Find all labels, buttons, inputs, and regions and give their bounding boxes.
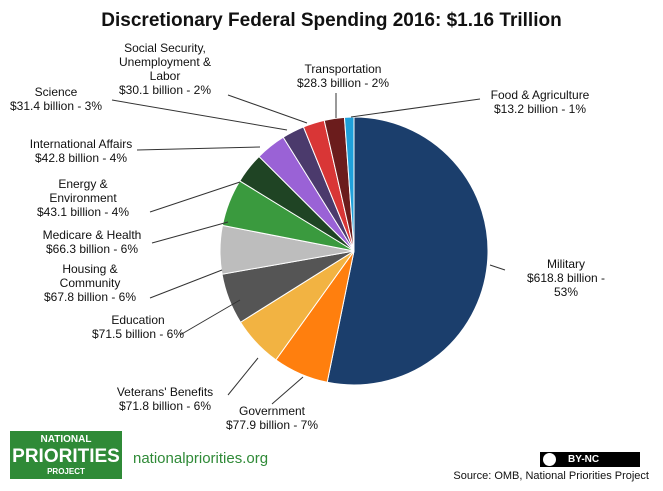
slice-value-label: $67.8 billion - 6% xyxy=(43,290,137,304)
slice-label: International Affairs xyxy=(29,137,133,151)
slice-label: Food & Agriculture xyxy=(490,88,590,102)
slice-value-label: $71.8 billion - 6% xyxy=(118,399,212,413)
slice-value-label: $28.3 billion - 2% xyxy=(296,76,390,90)
logo-text: PROJECT xyxy=(47,467,85,476)
leader-line xyxy=(227,357,259,396)
slice-value-label: $618.8 billion - 53% xyxy=(526,271,606,299)
logo-text: NATIONAL xyxy=(40,434,92,445)
leader-line xyxy=(489,264,506,271)
slice-label: Transportation xyxy=(304,62,382,76)
chart-title: Discretionary Federal Spending 2016: $1.… xyxy=(101,10,562,31)
leader-line xyxy=(136,146,261,151)
slice-label: Government xyxy=(238,404,306,418)
slice-label: Energy & Environment xyxy=(49,177,117,205)
leader-line xyxy=(151,221,229,244)
leader-line xyxy=(179,299,241,336)
slice-label: Medicare & Health xyxy=(42,228,142,242)
slice-value-label: $13.2 billion - 1% xyxy=(493,102,587,116)
license-text: BY-NC xyxy=(568,454,600,465)
slice-label: Social Security, Unemployment & Labor xyxy=(118,41,212,83)
source: Source: OMB, National Priorities Project xyxy=(453,470,649,482)
logo: NATIONAL PRIORITIES PROJECT xyxy=(10,431,122,479)
leader-line xyxy=(111,99,288,131)
pie-slice xyxy=(326,116,489,386)
slice-value-label: $31.4 billion - 3% xyxy=(9,99,103,113)
slice-value-label: $71.5 billion - 6% xyxy=(91,327,185,341)
slice-label: Veterans' Benefits xyxy=(116,385,214,399)
slice-label: Education xyxy=(111,313,165,327)
leader-line xyxy=(227,94,308,124)
slice-value-label: $42.8 billion - 4% xyxy=(34,151,128,165)
slice-value-label: $43.1 billion - 4% xyxy=(36,205,130,219)
slice-label: Housing & Community xyxy=(59,262,121,290)
cc-icon xyxy=(543,453,556,466)
slice-label: Science xyxy=(34,85,78,99)
slice-value-label: $66.3 billion - 6% xyxy=(45,242,139,256)
leader-line xyxy=(271,376,304,405)
leader-line xyxy=(350,98,481,118)
license-badge: BY-NC xyxy=(540,452,640,467)
leader-line xyxy=(149,181,241,213)
slice-value-label: $77.9 billion - 7% xyxy=(225,418,319,432)
website[interactable]: nationalpriorities.org xyxy=(133,450,269,467)
logo-text: PRIORITIES xyxy=(12,446,120,467)
slice-value-label: $30.1 billion - 2% xyxy=(118,83,212,97)
leader-line xyxy=(149,269,223,299)
slice-label: Military xyxy=(547,257,585,271)
